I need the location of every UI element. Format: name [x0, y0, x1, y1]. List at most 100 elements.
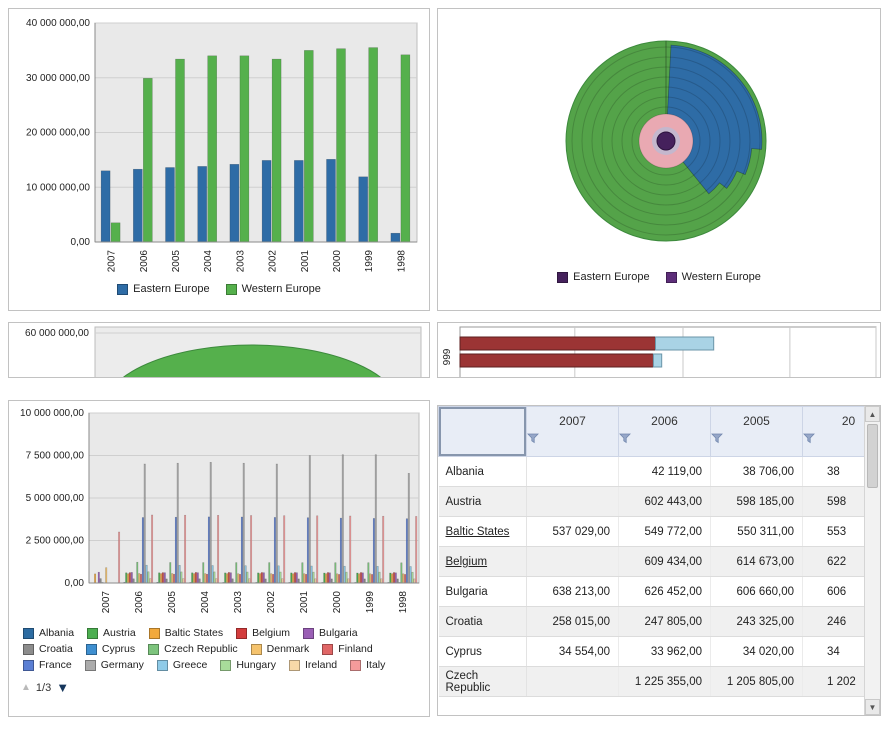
bar-hungary[interactable] — [378, 571, 381, 584]
bar-czech-republic[interactable] — [202, 562, 205, 584]
bar-greece[interactable] — [409, 566, 412, 584]
bar-baltic-states[interactable] — [391, 573, 394, 584]
bar-france[interactable] — [240, 516, 243, 584]
bar-germany[interactable] — [407, 473, 410, 584]
bar-france[interactable] — [405, 518, 408, 584]
bar-finland[interactable] — [371, 574, 374, 584]
bar-finland[interactable] — [239, 574, 241, 584]
bar-ireland[interactable] — [215, 578, 218, 584]
bar-greece[interactable] — [244, 565, 247, 584]
column-header-2006[interactable]: 2006 — [618, 406, 711, 457]
bar-italy[interactable] — [250, 515, 253, 584]
bar-ireland[interactable] — [281, 578, 284, 584]
bar-greece[interactable] — [277, 565, 280, 584]
bar-ireland[interactable] — [314, 578, 317, 584]
bar-czech-republic[interactable] — [169, 562, 172, 584]
bar-croatia[interactable] — [396, 578, 399, 584]
bar-greece[interactable] — [211, 565, 214, 584]
bar-finland[interactable] — [272, 574, 275, 584]
filter-icon[interactable] — [527, 433, 539, 444]
hbar-tip[interactable] — [655, 336, 715, 351]
bar-baltic-states[interactable] — [292, 573, 295, 584]
bar-finland[interactable] — [404, 574, 407, 584]
bar-hungary[interactable] — [246, 571, 249, 584]
bar-bulgaria[interactable] — [97, 571, 100, 584]
bar-france[interactable] — [372, 518, 375, 584]
bar-finland[interactable] — [305, 574, 308, 584]
bar-ireland[interactable] — [413, 578, 416, 584]
bar-belgium[interactable] — [294, 572, 296, 584]
bar-germany[interactable] — [209, 462, 212, 584]
bar-finland[interactable] — [206, 573, 208, 584]
bar-hungary[interactable] — [312, 571, 315, 584]
bar-western-europe[interactable] — [110, 222, 121, 243]
bar-bulgaria[interactable] — [295, 572, 298, 584]
bar-belgium[interactable] — [327, 572, 329, 584]
bar-belgium[interactable] — [128, 572, 131, 584]
hbar-main[interactable] — [459, 336, 656, 351]
bar-austria[interactable] — [290, 572, 293, 584]
scroll-up-button[interactable]: ▲ — [865, 406, 880, 422]
bar-denmark[interactable] — [303, 573, 306, 584]
bar-eastern-europe[interactable] — [100, 170, 111, 243]
bar-belgium[interactable] — [227, 572, 230, 584]
bar-hungary[interactable] — [411, 571, 414, 584]
bar-finland[interactable] — [338, 574, 341, 584]
hbar-tip[interactable] — [652, 353, 663, 368]
bar-france[interactable] — [273, 517, 276, 584]
bar-croatia[interactable] — [231, 578, 234, 584]
bar-denmark[interactable] — [138, 573, 141, 584]
bar-hungary[interactable] — [213, 571, 216, 584]
bar-eastern-europe[interactable] — [294, 160, 304, 243]
bar-ireland[interactable] — [380, 578, 383, 584]
bar-greece[interactable] — [376, 566, 379, 584]
bar-western-europe[interactable] — [207, 55, 217, 243]
bar-austria[interactable] — [191, 572, 194, 584]
bar-baltic-states[interactable] — [193, 573, 196, 584]
bar-austria[interactable] — [389, 572, 392, 584]
bar-ireland[interactable] — [347, 578, 350, 584]
bar-austria[interactable] — [125, 572, 128, 584]
bar-france[interactable] — [174, 516, 177, 584]
bar-italy[interactable] — [118, 531, 121, 584]
area-series[interactable] — [104, 344, 400, 378]
bar-austria[interactable] — [224, 572, 227, 584]
bar-baltic-states[interactable] — [325, 573, 328, 584]
hbar-main[interactable] — [459, 353, 654, 368]
bar-belgium[interactable] — [161, 572, 164, 584]
bar-croatia[interactable] — [297, 578, 300, 584]
bar-belgium[interactable] — [260, 572, 263, 584]
bar-greece[interactable] — [145, 564, 148, 584]
bar-baltic-states[interactable] — [94, 573, 97, 584]
bar-croatia[interactable] — [330, 578, 333, 584]
bar-germany[interactable] — [275, 463, 278, 584]
filter-icon[interactable] — [711, 433, 723, 444]
bar-czech-republic[interactable] — [268, 562, 271, 584]
bar-greece[interactable] — [310, 565, 313, 584]
bar-france[interactable] — [207, 516, 210, 584]
bar-czech-republic[interactable] — [136, 561, 139, 584]
bar-denmark[interactable] — [336, 573, 339, 584]
bar-greece[interactable] — [343, 565, 346, 584]
bar-denmark[interactable] — [402, 573, 405, 584]
bar-denmark[interactable] — [171, 573, 174, 584]
bar-belgium[interactable] — [194, 572, 197, 584]
bar-bulgaria[interactable] — [130, 572, 133, 584]
bar-finland[interactable] — [173, 573, 175, 584]
bar-austria[interactable] — [356, 572, 359, 584]
bar-eastern-europe[interactable] — [358, 176, 368, 243]
bar-bulgaria[interactable] — [262, 572, 265, 584]
bar-baltic-states[interactable] — [259, 573, 262, 584]
bar-ireland[interactable] — [149, 578, 152, 584]
pager-up-icon[interactable]: ▲ — [21, 682, 31, 693]
bar-czech-republic[interactable] — [400, 562, 403, 584]
bar-eastern-europe[interactable] — [229, 164, 240, 243]
column-header-20[interactable]: 20 — [802, 406, 864, 457]
bar-eastern-europe[interactable] — [326, 159, 336, 243]
bar-eastern-europe[interactable] — [390, 232, 401, 243]
bar-belgium[interactable] — [393, 572, 395, 584]
bar-greece[interactable] — [178, 565, 181, 584]
table-vertical-scrollbar[interactable]: ▲ ▼ — [864, 406, 880, 715]
bar-bulgaria[interactable] — [328, 572, 331, 584]
bar-bulgaria[interactable] — [196, 572, 199, 584]
